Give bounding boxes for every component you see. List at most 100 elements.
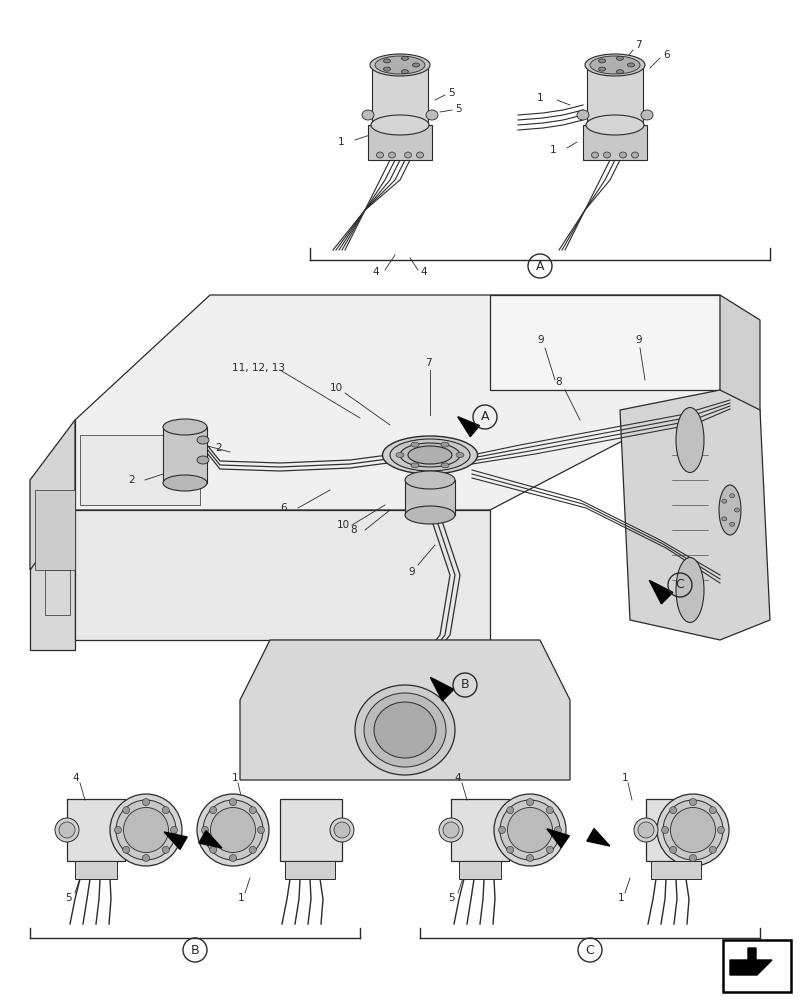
Bar: [45, 570, 70, 615]
Ellipse shape: [110, 794, 182, 866]
Ellipse shape: [258, 826, 264, 834]
Ellipse shape: [197, 794, 269, 866]
Ellipse shape: [123, 846, 130, 853]
Ellipse shape: [507, 807, 514, 814]
Ellipse shape: [719, 485, 741, 535]
Text: 9: 9: [537, 335, 544, 345]
Text: 4: 4: [454, 773, 461, 783]
Text: 1: 1: [238, 893, 245, 903]
Polygon shape: [620, 390, 770, 640]
Ellipse shape: [734, 508, 739, 512]
Ellipse shape: [229, 798, 237, 806]
Text: C: C: [675, 578, 684, 591]
Ellipse shape: [730, 522, 734, 526]
Ellipse shape: [591, 152, 599, 158]
Text: 1: 1: [338, 137, 345, 147]
Ellipse shape: [384, 67, 390, 71]
Bar: [651, 861, 701, 879]
Ellipse shape: [408, 446, 452, 464]
Ellipse shape: [441, 442, 449, 447]
Ellipse shape: [59, 822, 75, 838]
Ellipse shape: [590, 56, 640, 74]
Ellipse shape: [142, 798, 149, 806]
Ellipse shape: [405, 152, 411, 158]
Ellipse shape: [170, 826, 178, 834]
Bar: [35, 490, 75, 570]
Ellipse shape: [416, 152, 423, 158]
Text: 8: 8: [555, 377, 562, 387]
Bar: [67, 799, 125, 861]
Ellipse shape: [377, 152, 384, 158]
Polygon shape: [164, 832, 187, 849]
Ellipse shape: [142, 854, 149, 861]
Text: 10: 10: [337, 520, 350, 530]
Polygon shape: [587, 829, 610, 846]
Text: 5: 5: [455, 104, 461, 114]
Ellipse shape: [210, 807, 217, 814]
Ellipse shape: [663, 800, 723, 860]
Ellipse shape: [662, 826, 668, 834]
Polygon shape: [490, 295, 720, 390]
Text: 1: 1: [618, 893, 625, 903]
Ellipse shape: [364, 693, 446, 767]
Ellipse shape: [628, 63, 634, 67]
Ellipse shape: [632, 152, 638, 158]
Ellipse shape: [689, 854, 696, 861]
Ellipse shape: [396, 452, 404, 458]
Ellipse shape: [577, 110, 589, 120]
Polygon shape: [30, 420, 75, 570]
Bar: [372, 65, 428, 130]
Ellipse shape: [722, 517, 727, 521]
Bar: [163, 427, 207, 483]
Text: 2: 2: [128, 475, 135, 485]
Ellipse shape: [163, 419, 207, 435]
Ellipse shape: [671, 808, 716, 852]
Ellipse shape: [670, 807, 677, 814]
Ellipse shape: [657, 794, 729, 866]
Ellipse shape: [382, 436, 478, 474]
Ellipse shape: [500, 800, 560, 860]
Polygon shape: [650, 580, 673, 604]
Polygon shape: [547, 829, 570, 848]
Ellipse shape: [123, 807, 130, 814]
Text: A: A: [536, 259, 545, 272]
Ellipse shape: [374, 702, 436, 758]
Text: 4: 4: [420, 267, 427, 277]
Ellipse shape: [413, 63, 419, 67]
Ellipse shape: [197, 436, 209, 444]
Ellipse shape: [456, 452, 464, 458]
Text: 5: 5: [65, 893, 72, 903]
Ellipse shape: [370, 54, 430, 76]
Ellipse shape: [405, 471, 455, 489]
Ellipse shape: [330, 818, 354, 842]
Ellipse shape: [162, 807, 170, 814]
Text: 1: 1: [622, 773, 629, 783]
Ellipse shape: [250, 846, 256, 853]
Text: B: B: [191, 944, 200, 956]
Text: 1: 1: [537, 93, 544, 103]
Bar: [459, 861, 501, 879]
Ellipse shape: [334, 822, 350, 838]
Ellipse shape: [641, 110, 653, 120]
Text: 8: 8: [350, 525, 356, 535]
Bar: [280, 799, 342, 861]
Bar: [583, 125, 647, 160]
Ellipse shape: [411, 442, 419, 447]
Bar: [405, 480, 455, 515]
Text: 6: 6: [663, 50, 670, 60]
Ellipse shape: [411, 463, 419, 468]
Ellipse shape: [402, 70, 409, 74]
Polygon shape: [730, 948, 772, 975]
Ellipse shape: [402, 56, 409, 60]
Ellipse shape: [554, 826, 562, 834]
Ellipse shape: [390, 439, 470, 471]
Ellipse shape: [203, 800, 263, 860]
Ellipse shape: [55, 818, 79, 842]
Ellipse shape: [384, 59, 390, 63]
Text: 9: 9: [408, 567, 415, 577]
Ellipse shape: [620, 152, 626, 158]
Text: 9: 9: [635, 335, 642, 345]
Bar: [285, 861, 335, 879]
Ellipse shape: [494, 794, 566, 866]
Text: B: B: [461, 678, 469, 692]
